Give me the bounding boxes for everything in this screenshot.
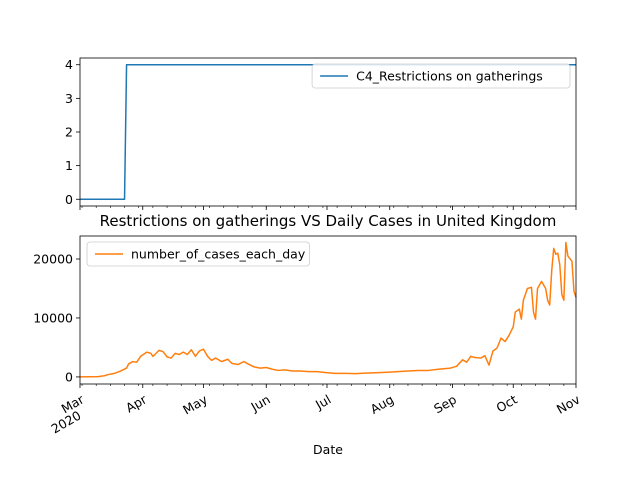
- chart-title: Restrictions on gatherings VS Daily Case…: [100, 212, 557, 230]
- legend-label: C4_Restrictions on gatherings: [356, 69, 543, 84]
- x-tick-label: May: [180, 391, 210, 417]
- y-tick-label: 0: [65, 369, 73, 384]
- y-tick-label: 4: [65, 57, 73, 72]
- x-tick-label: Oct: [494, 392, 520, 416]
- y-tick-label: 10000: [33, 310, 73, 325]
- x-tick-label: Jun: [247, 392, 272, 415]
- top-axes: 0 1 2 3 4 C4_Restrictions on gatherings: [65, 57, 577, 210]
- axes-frame: [79, 235, 577, 385]
- series-line-1: [79, 241, 577, 378]
- legend-box: [86, 241, 310, 267]
- x-tick-label: Sep: [431, 392, 459, 417]
- y-tick-label: 20000: [33, 251, 73, 266]
- y-tick-label: 2: [65, 125, 73, 140]
- legend: C4_Restrictions on gatherings: [311, 63, 571, 89]
- x-tick-label: Aug: [368, 392, 397, 417]
- x-tick-label: Nov: [554, 391, 583, 416]
- x-tick-label: Apr: [123, 391, 150, 415]
- x-tick-label: Jul: [312, 392, 333, 413]
- x-axis-label: Date: [313, 442, 343, 457]
- y-tick-label: 0: [65, 192, 73, 207]
- legend: number_of_cases_each_day: [86, 241, 310, 267]
- y-tick-label: 3: [65, 91, 73, 106]
- legend-box: [311, 63, 571, 89]
- legend-label: number_of_cases_each_day: [131, 247, 306, 262]
- y-tick-label: 1: [65, 158, 73, 173]
